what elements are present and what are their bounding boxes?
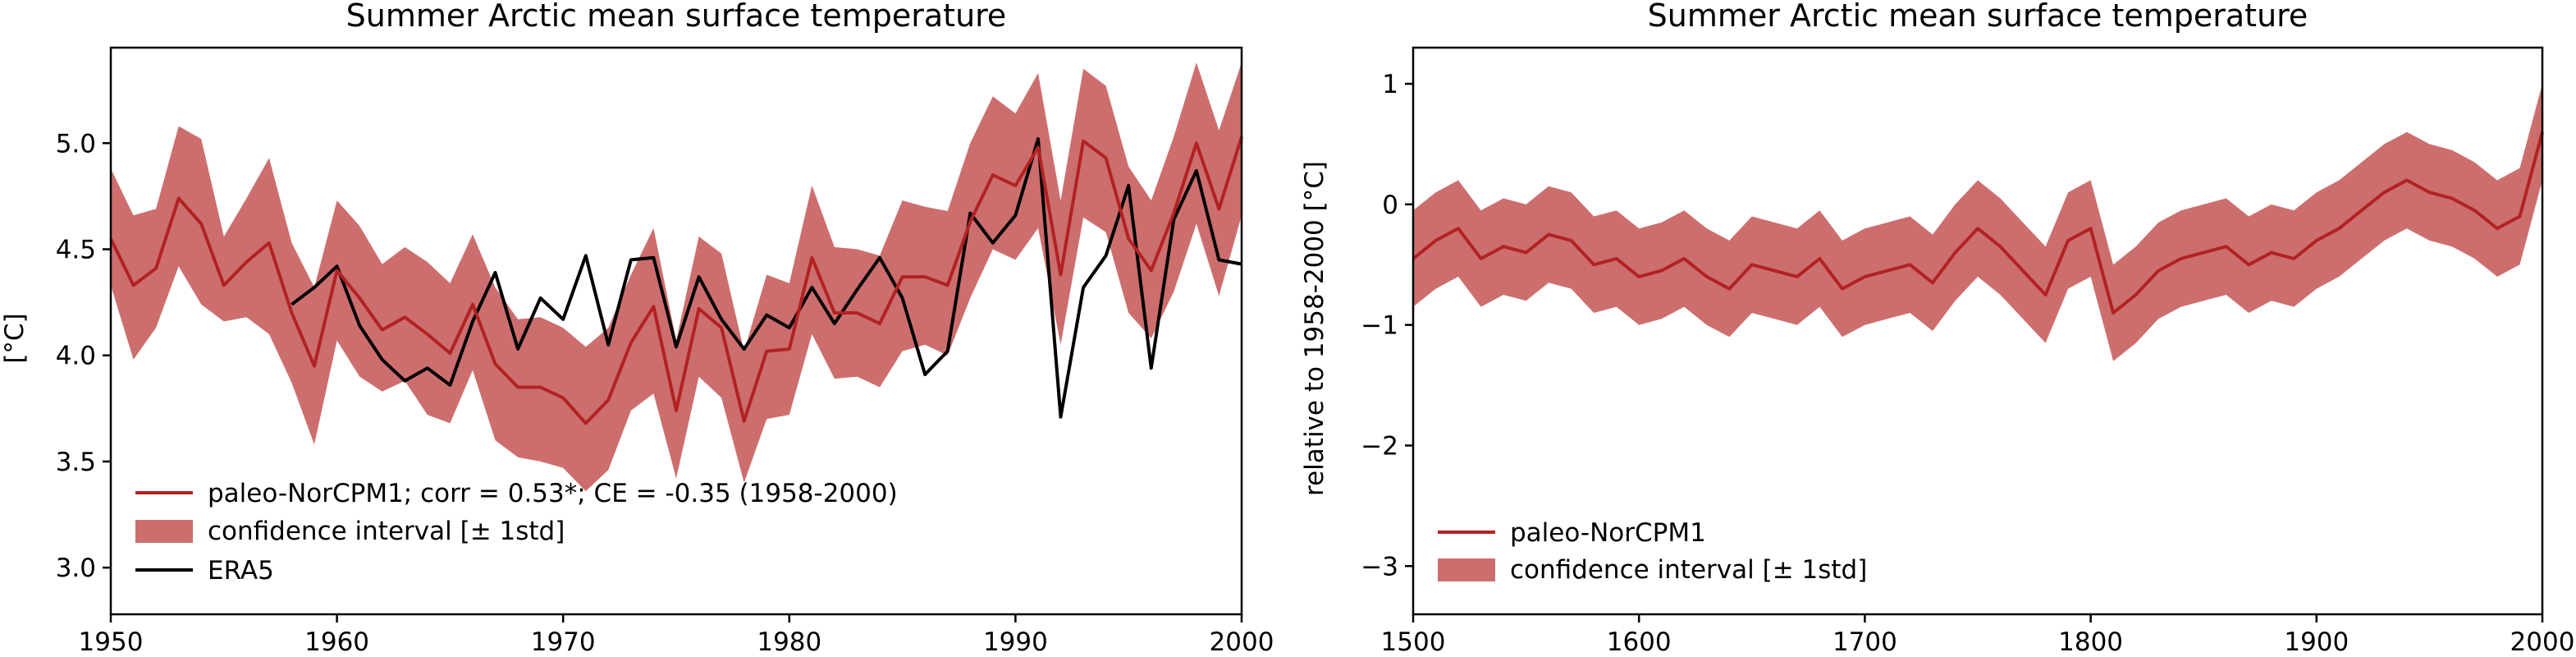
left-recon-series: [109, 136, 1243, 425]
right-legend: paleo-NorCPM1 confidence interval [± 1st…: [1438, 518, 1867, 585]
right-chart-title: Summer Arctic mean surface temperature: [1648, 0, 2308, 34]
right-y-ticks: 1 0 −1 −2 −3: [1361, 70, 1413, 581]
x-tick-label: 2000: [2510, 627, 2575, 657]
left-panel: Summer Arctic mean surface temperature […: [0, 0, 1274, 657]
confidence-band-area: [1413, 84, 2542, 361]
x-tick-label: 1970: [531, 627, 596, 657]
x-tick-label: 1960: [304, 627, 369, 657]
x-tick-label: 1600: [1607, 627, 1672, 657]
right-y-axis-label: relative to 1958-2000 [°C]: [1300, 161, 1329, 496]
legend-band-swatch: [135, 520, 193, 543]
y-tick-label: 0: [1382, 191, 1398, 220]
left-chart-title: Summer Arctic mean surface temperature: [346, 0, 1007, 34]
legend-recon-label: paleo-NorCPM1; corr = 0.53*; CE = -0.35 …: [208, 479, 898, 508]
left-era5-series: [291, 137, 1242, 419]
right-plot-frame: [1412, 46, 2544, 616]
left-x-ticks: 1950 1960 1970 1980 1990 2000: [79, 614, 1274, 657]
legend-band-label-right: confidence interval [± 1std]: [1510, 555, 1867, 585]
legend-recon-label-right: paleo-NorCPM1: [1510, 518, 1706, 548]
left-y-axis-label: [°C]: [0, 313, 30, 363]
recon-line: [1412, 131, 2544, 315]
left-confidence-band: [111, 62, 1242, 492]
right-recon-series: [1412, 131, 2544, 315]
y-tick-label: 4.0: [56, 342, 96, 371]
x-tick-label: 2000: [1210, 627, 1274, 657]
y-tick-label: 5.0: [56, 129, 96, 159]
x-tick-label: 1950: [79, 627, 144, 657]
x-tick-label: 1800: [2058, 627, 2123, 657]
y-tick-label: −3: [1361, 552, 1398, 581]
left-y-ticks: 3.0 3.5 4.0 4.5 5.0: [56, 129, 111, 583]
y-tick-label: 3.5: [56, 448, 96, 477]
left-plot-frame: [109, 46, 1243, 616]
y-tick-label: −1: [1361, 311, 1398, 341]
right-panel: Summer Arctic mean surface temperature r…: [1300, 0, 2574, 657]
y-tick-label: 3.0: [56, 554, 96, 583]
x-tick-label: 1990: [983, 627, 1048, 657]
right-confidence-band: [1413, 84, 2542, 361]
x-tick-label: 1900: [2284, 627, 2349, 657]
x-tick-label: 1700: [1832, 627, 1897, 657]
x-tick-label: 1980: [757, 627, 821, 657]
legend-band-swatch-right: [1438, 558, 1495, 581]
right-x-ticks: 1500 1600 1700 1800 1900 2000: [1381, 614, 2575, 657]
y-tick-label: 4.5: [56, 236, 96, 265]
era5-line: [291, 137, 1242, 419]
y-tick-label: −2: [1361, 431, 1398, 461]
left-legend: paleo-NorCPM1; corr = 0.53*; CE = -0.35 …: [135, 479, 898, 586]
x-tick-label: 1500: [1381, 627, 1446, 657]
confidence-band-area: [111, 62, 1242, 492]
recon-line: [109, 136, 1243, 425]
legend-era5-label: ERA5: [208, 556, 274, 586]
y-tick-label: 1: [1382, 70, 1398, 99]
legend-band-label: confidence interval [± 1std]: [208, 517, 565, 546]
